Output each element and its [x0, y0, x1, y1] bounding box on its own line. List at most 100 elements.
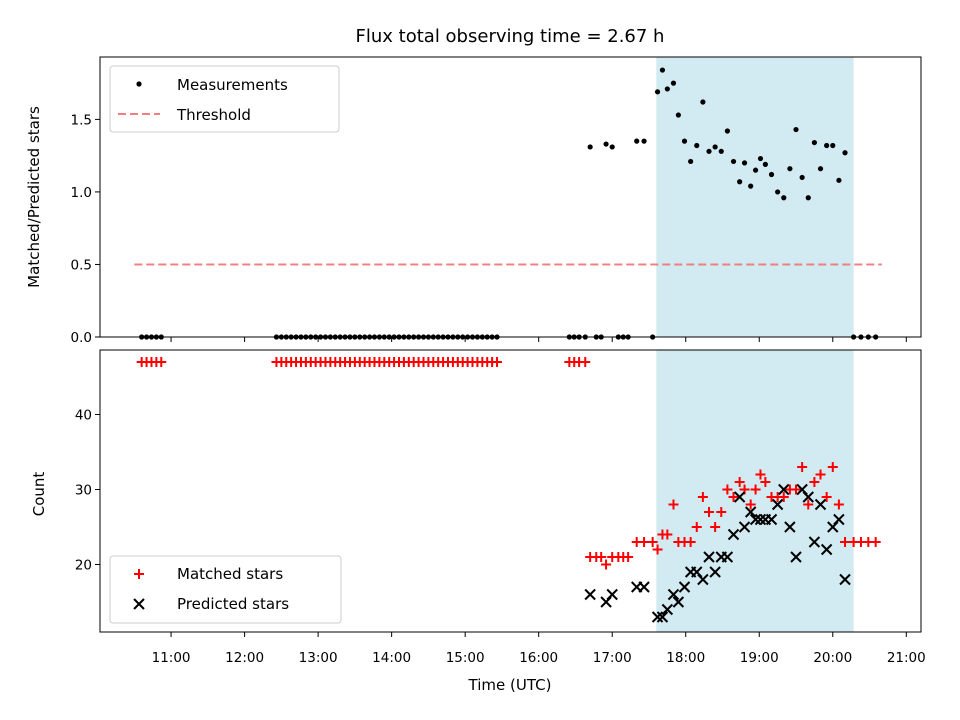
top-panel: 0.0 0.5 1.0 1.5 Matched/Predicted stars Mea… — [25, 56, 922, 346]
bottom-y-tick-label: 30 — [75, 483, 92, 499]
predicted-star-point — [667, 588, 680, 601]
x-tick-label: 17:00 — [593, 650, 632, 666]
legend-predicted-label: Predicted stars — [177, 595, 289, 613]
predicted-star-point — [672, 596, 685, 608]
top-y-tick-label: 1.5 — [71, 112, 92, 128]
matched-star-point — [156, 357, 167, 367]
matched-star-point — [722, 484, 733, 495]
measurement-point — [836, 177, 842, 183]
x-tick-label: 14:00 — [372, 650, 411, 666]
matched-star-point — [815, 469, 826, 480]
measurement-point — [817, 166, 824, 172]
measurement-point — [748, 183, 754, 189]
predicted-star-point — [790, 551, 802, 563]
measurement-point — [762, 161, 768, 167]
predicted-star-point — [820, 543, 833, 556]
measurement-point — [799, 174, 805, 181]
matched-stars-points — [136, 357, 881, 570]
predicted-stars-points — [584, 483, 851, 623]
x-tick-label: 19:00 — [740, 650, 779, 666]
x-tick-label: 15:00 — [446, 650, 485, 666]
measurement-point — [634, 138, 640, 144]
bottom-x-ticks: 11:00 12:00 13:00 14:00 15:00 16:00 17:00 18:00… — [152, 632, 926, 666]
matched-star-point — [791, 484, 802, 495]
top-y-ticks: 0.0 0.5 1.0 1.5 — [71, 112, 100, 346]
measurement-point — [781, 195, 787, 201]
x-tick-label: 20:00 — [813, 650, 852, 666]
matched-star-point — [704, 507, 715, 517]
matched-star-point — [716, 507, 727, 517]
bottom-legend: Matched stars Predicted stars — [109, 555, 342, 624]
legend-measurements-label: Measurements — [177, 76, 288, 94]
measurement-point — [718, 148, 724, 154]
x-tick-label: 16:00 — [519, 650, 558, 666]
matched-star-point — [840, 537, 851, 547]
measurement-point — [603, 141, 609, 147]
matched-star-point — [750, 484, 761, 495]
top-legend-box — [109, 65, 340, 133]
top-y-tick-label: 0.5 — [71, 257, 92, 273]
matched-star-point — [728, 492, 739, 502]
matched-star-point — [755, 469, 766, 480]
legend-matched-marker — [134, 569, 144, 579]
predicted-star-point — [727, 528, 740, 541]
measurement-point — [805, 195, 811, 201]
measurement-point — [670, 80, 677, 86]
legend-predicted-marker — [133, 598, 145, 610]
legend-threshold-label: Threshold — [176, 106, 251, 124]
measurement-point — [694, 142, 700, 149]
matched-star-point — [691, 522, 702, 532]
predicted-star-point — [833, 513, 845, 526]
measurement-point — [675, 112, 681, 118]
matched-star-point — [580, 357, 591, 367]
predicted-star-point — [749, 513, 762, 526]
measurement-point — [768, 171, 775, 178]
measurement-point — [811, 139, 817, 146]
matched-star-point — [803, 499, 814, 510]
predicted-star-point — [808, 536, 821, 548]
matched-star-point — [623, 552, 634, 562]
matched-star-point — [697, 492, 708, 502]
predicted-star-point — [771, 498, 784, 511]
measurement-point — [775, 189, 781, 195]
matched-star-point — [710, 522, 721, 532]
predicted-star-point — [584, 588, 596, 601]
bottom-panel: 20 30 40 11:00 12:00 13:00 14:00 15:00 16:00 17:… — [30, 349, 926, 694]
predicted-star-point — [638, 581, 650, 593]
x-tick-label: 21:00 — [887, 650, 926, 666]
bottom-y-axis-label: Count — [30, 472, 48, 517]
predicted-star-point — [839, 573, 851, 586]
matched-star-point — [870, 537, 881, 547]
measurement-point — [641, 138, 647, 144]
top-y-axis-label: Matched/Predicted stars — [25, 106, 43, 288]
x-tick-label: 11:00 — [152, 650, 191, 666]
x-tick-label: 18:00 — [666, 650, 705, 666]
top-highlight-span — [656, 57, 854, 337]
measurement-point — [824, 142, 830, 149]
matched-star-point — [778, 492, 789, 502]
matched-star-point — [492, 357, 503, 367]
measurement-point — [587, 144, 593, 150]
measurement-point — [654, 89, 661, 95]
bottom-axes-frame — [99, 349, 922, 633]
top-legend: Measurements Threshold — [109, 65, 340, 133]
predicted-star-point — [754, 513, 767, 526]
bottom-y-tick-label: 20 — [75, 558, 92, 574]
matched-star-point — [662, 529, 673, 540]
measurement-point — [741, 160, 748, 166]
measurement-point — [712, 144, 718, 150]
measurement-point — [830, 142, 836, 149]
predicted-star-point — [606, 588, 618, 601]
measurement-point — [659, 67, 666, 73]
predicted-star-point — [678, 581, 691, 593]
predicted-star-point — [709, 566, 721, 578]
matched-star-point — [797, 462, 808, 472]
x-tick-label: 12:00 — [225, 650, 264, 666]
measurement-point — [793, 126, 799, 133]
matched-star-point — [734, 477, 745, 487]
measurement-point — [730, 158, 737, 165]
bottom-y-ticks: 20 30 40 — [75, 408, 100, 574]
measurement-point — [842, 150, 848, 156]
matched-star-point — [652, 544, 663, 555]
measurement-point — [706, 148, 712, 154]
